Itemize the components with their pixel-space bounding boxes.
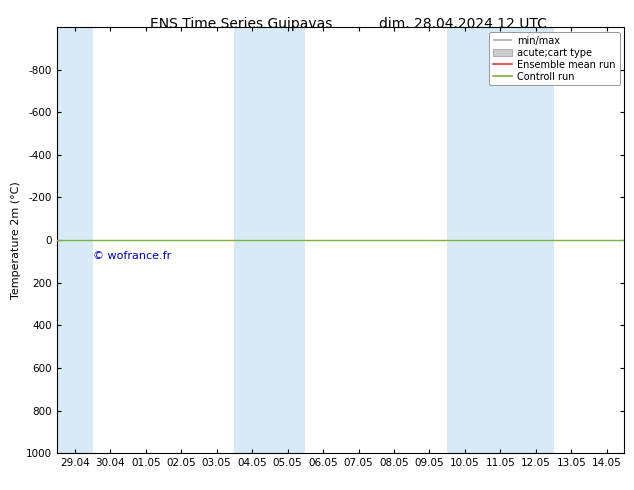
Bar <box>57 27 93 453</box>
Y-axis label: Temperature 2m (°C): Temperature 2m (°C) <box>11 181 20 299</box>
Text: dim. 28.04.2024 12 UTC: dim. 28.04.2024 12 UTC <box>379 17 547 31</box>
Legend: min/max, acute;cart type, Ensemble mean run, Controll run: min/max, acute;cart type, Ensemble mean … <box>489 32 619 85</box>
Bar <box>235 27 306 453</box>
Bar <box>447 27 553 453</box>
Text: ENS Time Series Guipavas: ENS Time Series Guipavas <box>150 17 332 31</box>
Text: © wofrance.fr: © wofrance.fr <box>93 251 171 261</box>
